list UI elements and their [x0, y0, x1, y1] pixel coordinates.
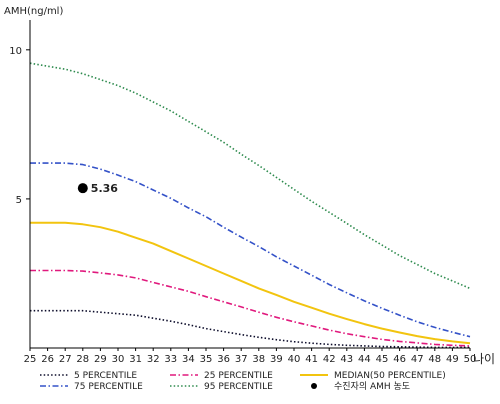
x-tick-label: 50 — [464, 354, 477, 365]
x-tick-label: 39 — [270, 354, 283, 365]
x-tick-label: 32 — [147, 354, 160, 365]
series-line-median-50-percentile — [30, 221, 471, 345]
x-tick-label: 40 — [288, 354, 301, 365]
x-tick-label: 48 — [428, 354, 441, 365]
x-tick-label: 27 — [59, 354, 72, 365]
x-tick-label: 26 — [41, 354, 54, 365]
patient-amh-value: 5.36 — [91, 182, 118, 195]
x-tick-label: 45 — [376, 354, 389, 365]
x-tick-label: 35 — [200, 354, 213, 365]
legend-label-5-percentile: 5 PERCENTILE — [74, 371, 137, 381]
x-tick-label: 38 — [252, 354, 265, 365]
y-tick-label: 10 — [9, 46, 22, 57]
x-tick-label: 34 — [182, 354, 195, 365]
x-tick-label: 44 — [358, 354, 371, 365]
x-tick-label: 47 — [411, 354, 424, 365]
x-tick-label: 42 — [323, 354, 336, 365]
x-tick-label: 31 — [129, 354, 142, 365]
series-line-25-percentile — [30, 269, 471, 347]
x-axis-label: 나이 — [473, 352, 495, 366]
x-tick-label: 49 — [446, 354, 459, 365]
legend-label-25-percentile: 25 PERCENTILE — [204, 371, 273, 381]
patient-amh-point — [77, 183, 88, 194]
y-axis-label: AMH(ng/ml) — [4, 6, 63, 17]
legend-label-95-percentile: 95 PERCENTILE — [204, 382, 273, 392]
x-tick-label: 46 — [393, 354, 406, 365]
legend-label-median-50-percentile: MEDIAN(50 PERCENTILE) — [334, 371, 446, 381]
x-tick-label: 37 — [235, 354, 248, 365]
legend-label-patient-amh: 수진자의 AMH 농도 — [334, 381, 410, 392]
series-line-5-percentile — [30, 309, 470, 349]
series-line-75-percentile — [30, 162, 471, 338]
y-tick-label: 5 — [16, 195, 22, 206]
x-tick-label: 33 — [164, 354, 177, 365]
series-line-95-percentile — [29, 62, 471, 290]
legend-marker-patient-amh — [311, 383, 317, 389]
legend-label-75-percentile: 75 PERCENTILE — [74, 382, 143, 392]
x-tick-label: 36 — [217, 354, 230, 365]
x-tick-label: 25 — [24, 354, 37, 365]
x-tick-label: 43 — [340, 354, 353, 365]
x-tick-label: 41 — [305, 354, 318, 365]
x-tick-label: 28 — [76, 354, 89, 365]
x-tick-label: 29 — [94, 354, 107, 365]
x-tick-label: 30 — [112, 354, 125, 365]
